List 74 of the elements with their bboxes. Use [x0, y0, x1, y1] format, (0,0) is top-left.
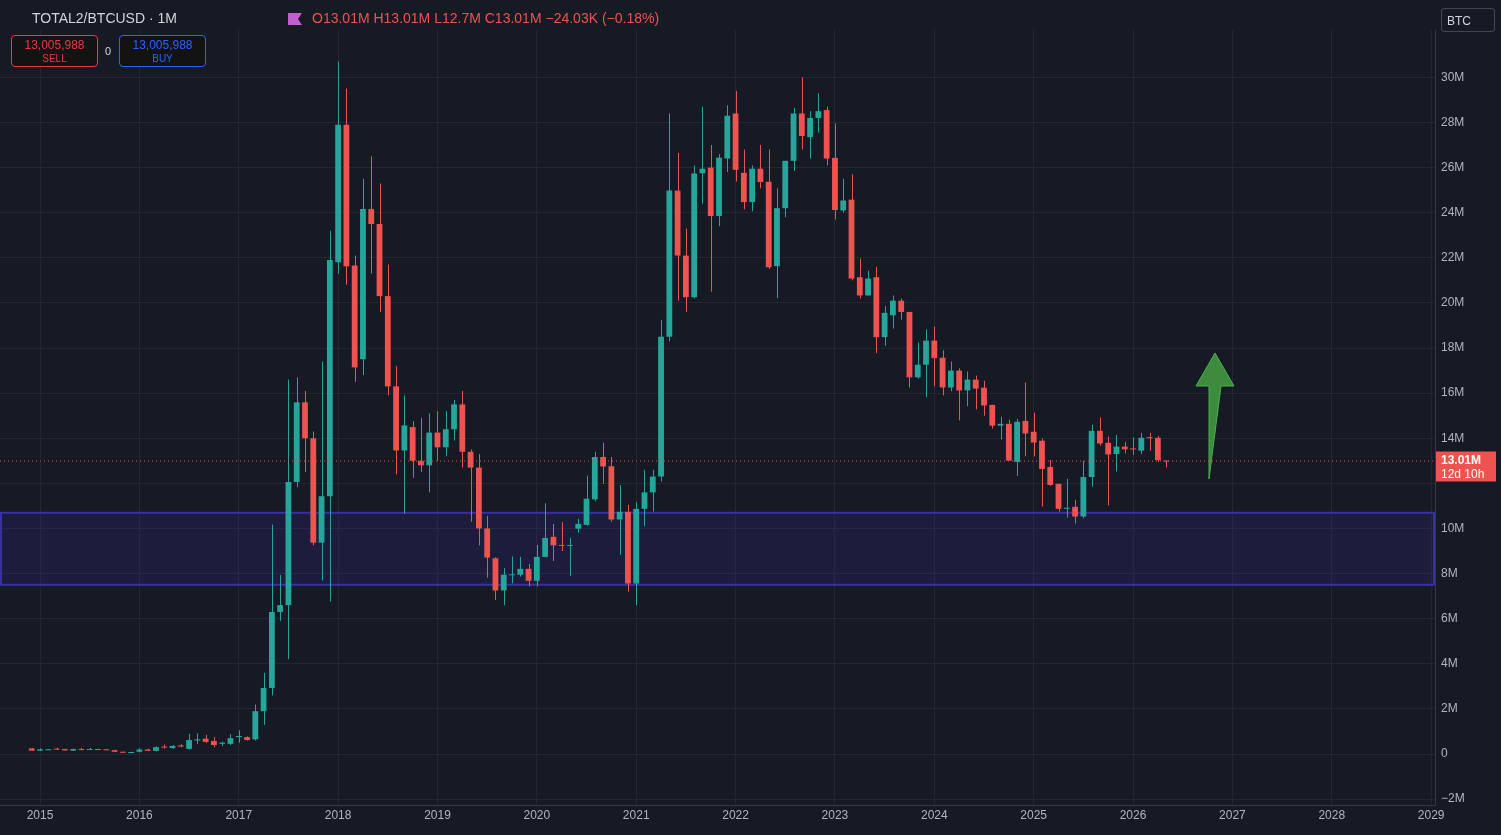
x-tick-label: 2020 [523, 807, 551, 822]
y-tick-label: 24M [1441, 205, 1465, 220]
text: BTC [1441, 8, 1495, 32]
y-tick-label: 10M [1441, 520, 1465, 535]
annotation: 13,005,988 [131, 38, 194, 52]
candlestick [558, 521, 565, 552]
y-tick-label: 2M [1441, 701, 1458, 716]
candlestick [442, 410, 449, 457]
y-tick-label: 0 [1441, 746, 1448, 761]
y-tick-label: 22M [1441, 250, 1465, 265]
x-tick-label: 2019 [424, 807, 452, 822]
candlestick [1138, 432, 1145, 455]
candlestick [972, 375, 979, 410]
x-tick-label: 2016 [126, 807, 154, 822]
x-tick-label: 2021 [622, 807, 650, 822]
candlestick [840, 178, 847, 214]
y-tick-label: 26M [1441, 159, 1465, 174]
candlestick [1022, 382, 1029, 457]
candlestick [997, 416, 1004, 440]
annotation: BUY [151, 52, 174, 65]
candlestick [649, 469, 656, 513]
y-tick-label: 18M [1441, 340, 1465, 355]
candlestick [798, 76, 805, 151]
y-tick-label: 28M [1441, 114, 1465, 129]
candlestick [1030, 412, 1037, 457]
x-tick-label: 2015 [26, 807, 54, 822]
candlestick [542, 502, 549, 559]
candlestick [509, 555, 515, 584]
candlestick [865, 270, 871, 296]
x-tick-label: 2025 [1020, 807, 1048, 822]
annotation: 13,005,988 [23, 38, 86, 52]
candlestick [807, 110, 813, 160]
candlestick [500, 567, 507, 606]
y-tick-label: −2M [1441, 791, 1465, 806]
candlestick [815, 92, 822, 134]
x-tick-label: 2024 [920, 807, 948, 822]
y-tick-label: 30M [1441, 69, 1465, 84]
candlestick [981, 380, 987, 417]
x-tick-label: 2027 [1219, 807, 1247, 822]
candlestick [616, 484, 623, 556]
annotation: SELL [41, 52, 68, 65]
x-tick-label: 2028 [1318, 807, 1346, 822]
candlestick [856, 257, 863, 299]
candlestick [533, 544, 540, 587]
candlestick [277, 574, 284, 622]
x-tick-label: 2018 [324, 807, 352, 822]
candlestick [914, 342, 921, 380]
chart-subtitle: O13.01M H13.01M L12.7M C13.01M −24.03K (−0.18%) [312, 10, 660, 26]
chart-title: TOTAL2/BTCUSD · 1M [32, 10, 177, 26]
y-tick-label: 6M [1441, 611, 1458, 626]
y-tick-label: 16M [1441, 385, 1465, 400]
candlestick [898, 297, 905, 321]
x-tick-label: 2017 [225, 807, 253, 822]
candlestick [368, 155, 375, 275]
y-tick-label: 14M [1441, 430, 1465, 445]
candlestick [567, 537, 573, 577]
y-tick-label: 20M [1441, 295, 1465, 310]
text: 12d 10h [1441, 466, 1485, 481]
candlestick [1072, 499, 1078, 525]
x-tick-label: 2029 [1417, 807, 1445, 822]
candlestick [956, 367, 963, 421]
annotation: 0 [105, 45, 112, 57]
x-tick-label: 2022 [722, 807, 750, 822]
candlestick [517, 556, 524, 578]
x-tick-label: 2026 [1119, 807, 1147, 822]
candlestick [947, 361, 954, 392]
candlestick [1130, 436, 1136, 456]
ref-line-label: 13.01M [1441, 452, 1482, 467]
x-tick-label: 2023 [821, 807, 849, 822]
y-tick-label: 4M [1441, 656, 1458, 671]
candlestick [931, 326, 938, 387]
candlestick [1097, 417, 1103, 447]
y-tick-label: 8M [1441, 565, 1458, 580]
candlestick [890, 294, 896, 330]
